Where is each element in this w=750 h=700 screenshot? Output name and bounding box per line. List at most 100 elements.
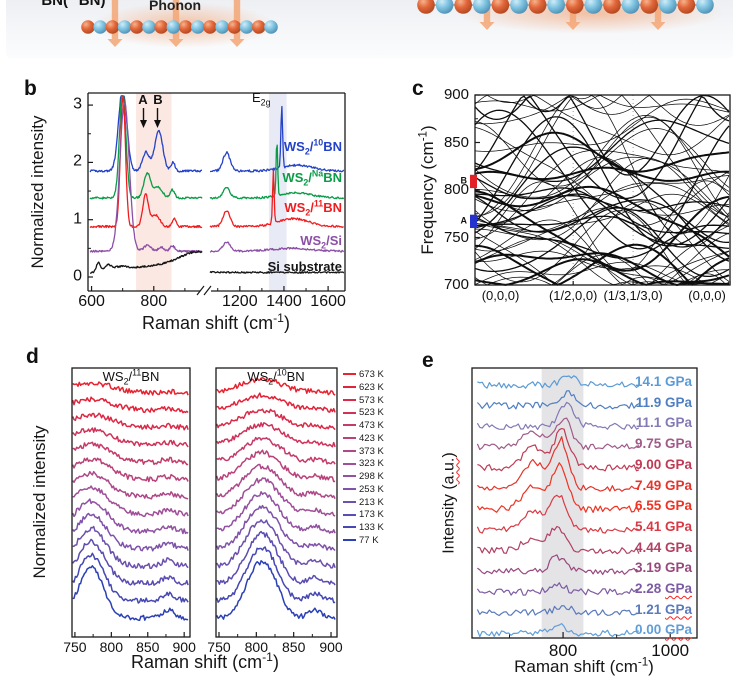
mode-marker	[470, 214, 477, 228]
panel-b-ylabel: Normalized intensity	[28, 115, 48, 269]
legend-swatch	[343, 399, 356, 401]
pressure-label: 7.49 GPa	[634, 477, 692, 493]
pressure-spectrum	[476, 494, 640, 534]
phonon-branch	[474, 157, 730, 241]
boron-atom-icon	[454, 0, 472, 14]
legend-item: 323 K	[343, 459, 384, 469]
nitrogen-atom-icon	[117, 20, 132, 34]
pressure-label: 6.55 GPa	[634, 498, 692, 514]
pressure-label: 11.9 GPa	[635, 394, 692, 410]
panel-e-ylabel-au: a.u.	[440, 457, 458, 485]
phonon-branch	[474, 94, 730, 218]
phonon-branch	[474, 131, 730, 173]
annotation-arrow-icon	[140, 120, 147, 128]
nitrogen-atom-icon	[239, 20, 254, 34]
legend-swatch	[343, 386, 356, 389]
temperature-spectrum	[71, 498, 189, 535]
boron-atom-icon	[603, 0, 621, 14]
temperature-spectrum	[216, 519, 336, 569]
pressure-spectrum	[476, 462, 640, 514]
x-tick-label: 1400	[266, 293, 302, 310]
spectrum-curve	[89, 95, 203, 229]
legend-swatch	[343, 539, 356, 542]
kpoint-label: (1/3,1/3,0)	[603, 288, 663, 303]
legend-item: 133 K	[343, 523, 384, 533]
spectrum-curve	[89, 95, 203, 173]
pressure-label: 4.44 GPa	[634, 539, 692, 555]
nitrogen-atom-icon	[621, 0, 640, 14]
panel-d-title-11bn: WS2/11BN	[102, 367, 160, 387]
nitrogen-atom-icon	[215, 20, 229, 34]
panel-e-ylabel-post: )	[440, 452, 458, 458]
temperature-spectrum	[215, 546, 336, 604]
phonon-label: Phonon	[149, 0, 202, 13]
panel-e-ylabel: Intensity (a.u.)	[440, 452, 459, 553]
nitrogen-atom-icon	[547, 0, 565, 14]
phonon-branch	[474, 156, 730, 200]
nitrogen-atom-icon	[473, 0, 491, 14]
pressure-label: 11.1 GPa	[635, 415, 692, 431]
spectrum-curve	[89, 250, 203, 274]
panel-d-title-10bn: WS2/10BN	[247, 367, 305, 387]
pressure-spectrum	[476, 390, 640, 410]
plot-frame	[71, 367, 191, 638]
phonon-branch	[474, 210, 730, 285]
y-tick-label: 0	[73, 267, 82, 285]
boron-atom-icon	[203, 20, 217, 34]
legend-swatch	[343, 475, 356, 478]
pressure-spectrum	[476, 417, 640, 451]
phonon-branch	[475, 243, 730, 286]
pressure-spectrum	[477, 525, 640, 555]
panel-d-letter: d	[26, 345, 39, 368]
axis-break-icon	[203, 285, 212, 296]
phonon-branch	[474, 94, 730, 176]
panel-d-ylabel: Normalized intensity	[30, 425, 50, 579]
temperature-spectrum	[216, 422, 336, 448]
nitrogen-atom-icon	[264, 20, 278, 34]
pressure-spectrum	[477, 428, 640, 472]
phonon-arrow-icon	[565, 0, 581, 30]
temperature-spectrum	[72, 552, 189, 604]
nitrogen-atom-icon	[435, 0, 454, 14]
x-tick-label: 750	[63, 639, 87, 655]
temperature-spectrum	[72, 381, 189, 396]
boron-atom-icon	[417, 0, 435, 14]
x-tick-label: 600	[78, 293, 105, 310]
temperature-spectrum	[216, 463, 336, 500]
x-tick-label: 800	[548, 641, 578, 660]
legend-swatch	[343, 373, 356, 376]
temperature-spectrum	[216, 477, 336, 517]
y-tick-label: 2	[73, 152, 82, 170]
atom-chain-canvas	[81, 0, 714, 47]
temperature-spectrum	[216, 392, 336, 413]
y-tick-label: 700	[443, 276, 469, 294]
phonon-branch	[474, 207, 730, 278]
pressure-label: 0.00 GPa	[634, 622, 692, 638]
legend-item: 623 K	[343, 382, 384, 393]
boron-atom-icon	[640, 0, 658, 14]
x-tick-label: 800	[99, 639, 124, 655]
mode-marker	[470, 174, 477, 189]
phonon-branch	[474, 225, 730, 286]
pressure-label: 9.75 GPa	[634, 436, 692, 452]
peak-a-annotation: A	[138, 92, 148, 108]
pressure-spectrum	[477, 375, 640, 389]
x-tick-label: 1000	[651, 641, 690, 660]
legend-item: 213 K	[343, 497, 384, 508]
nitrogen-atom-icon	[166, 20, 181, 34]
y-tick-label: 850	[443, 133, 469, 151]
pressure-label: 3.19 GPa	[634, 560, 692, 576]
legend-item: 253 K	[343, 484, 384, 495]
phonon-branch	[474, 94, 730, 156]
temperature-spectrum	[216, 491, 336, 534]
boron-atom-icon	[677, 0, 696, 14]
legend-item: 523 K	[343, 408, 384, 418]
temperature-spectrum	[72, 470, 189, 500]
temperature-spectrum	[72, 512, 189, 552]
phonon-branch	[474, 177, 730, 212]
phonon-branch	[474, 195, 730, 244]
boron-atom-icon	[566, 0, 584, 14]
panel-e-xlabel: Raman shift (cm-1)	[514, 656, 654, 676]
axis-break-icon	[196, 285, 205, 296]
temperature-spectrum	[72, 441, 189, 466]
